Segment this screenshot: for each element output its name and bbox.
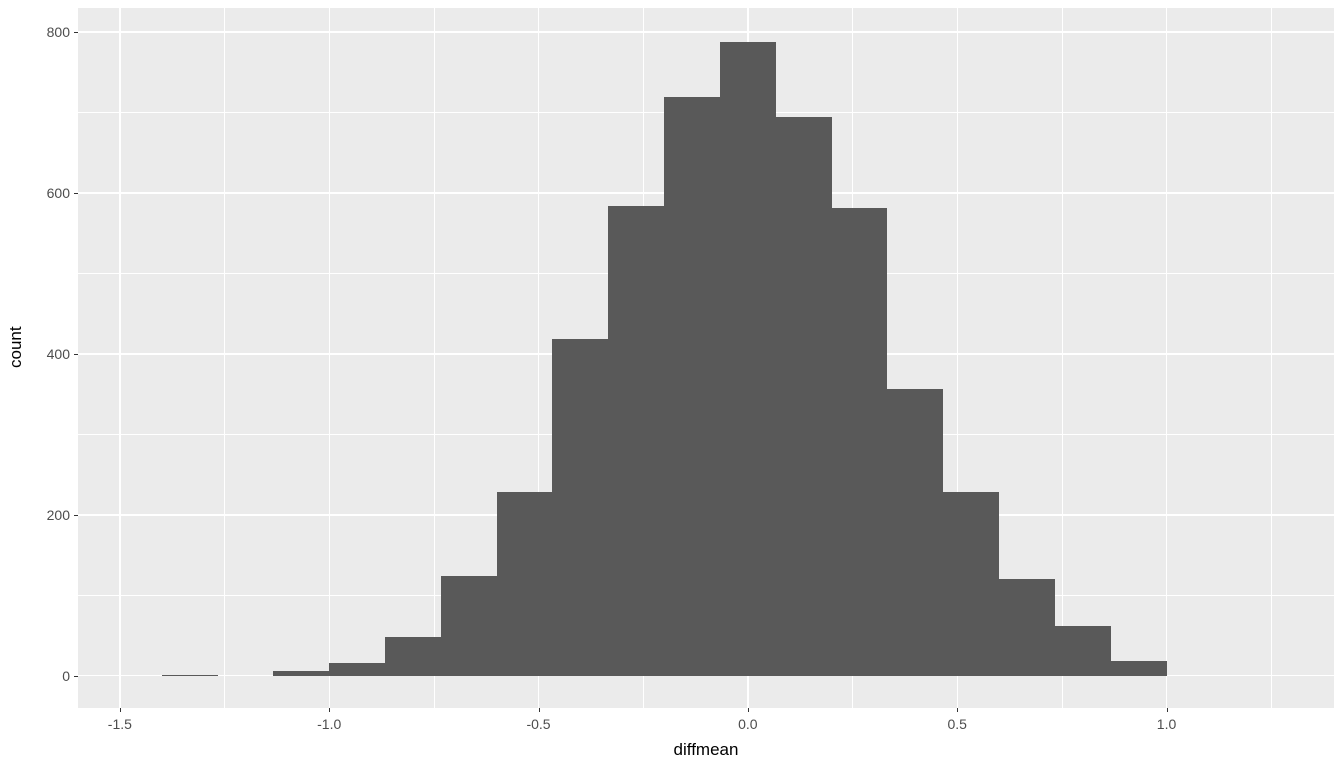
y-axis-title: count bbox=[6, 348, 26, 368]
histogram-bar bbox=[999, 579, 1055, 676]
x-tick-mark bbox=[1167, 708, 1168, 712]
y-tick-label: 400 bbox=[47, 346, 70, 362]
x-tick-label: 0.5 bbox=[947, 716, 966, 732]
x-tick-label: 0.0 bbox=[738, 716, 757, 732]
x-tick-mark bbox=[748, 708, 749, 712]
histogram-bar bbox=[441, 576, 497, 676]
y-tick-mark bbox=[74, 32, 78, 33]
y-tick-mark bbox=[74, 515, 78, 516]
x-tick-label: -1.0 bbox=[317, 716, 341, 732]
histogram-bar bbox=[832, 208, 888, 676]
x-tick-mark bbox=[120, 708, 121, 712]
y-tick-mark bbox=[74, 193, 78, 194]
x-tick-label: 1.0 bbox=[1157, 716, 1176, 732]
x-axis-title: diffmean bbox=[78, 740, 1334, 760]
y-tick-mark bbox=[74, 354, 78, 355]
bars-layer bbox=[78, 8, 1334, 708]
histogram-bar bbox=[664, 97, 720, 676]
x-tick-label: -0.5 bbox=[526, 716, 550, 732]
x-tick-label: -1.5 bbox=[108, 716, 132, 732]
histogram-bar bbox=[552, 339, 608, 675]
x-tick-mark bbox=[539, 708, 540, 712]
y-tick-label: 600 bbox=[47, 185, 70, 201]
y-tick-label: 800 bbox=[47, 24, 70, 40]
histogram-bar bbox=[608, 206, 664, 676]
histogram-bar bbox=[497, 492, 553, 675]
histogram-bar bbox=[329, 663, 385, 676]
histogram-bar bbox=[943, 492, 999, 675]
y-tick-mark bbox=[74, 676, 78, 677]
histogram-chart: count diffmean 0 200 400 600 800 -1.5 -1.0 -0.… bbox=[0, 0, 1344, 768]
histogram-bar bbox=[1111, 661, 1167, 675]
x-tick-mark bbox=[329, 708, 330, 712]
y-tick-label: 0 bbox=[62, 668, 70, 684]
y-tick-label: 200 bbox=[47, 507, 70, 523]
histogram-bar bbox=[887, 389, 943, 676]
plot-panel bbox=[78, 8, 1334, 708]
histogram-bar bbox=[162, 675, 218, 676]
histogram-bar bbox=[385, 637, 441, 676]
histogram-bar bbox=[720, 42, 776, 676]
histogram-bar bbox=[1055, 626, 1111, 676]
histogram-bar bbox=[273, 671, 329, 676]
x-tick-mark bbox=[957, 708, 958, 712]
histogram-bar bbox=[776, 117, 832, 676]
